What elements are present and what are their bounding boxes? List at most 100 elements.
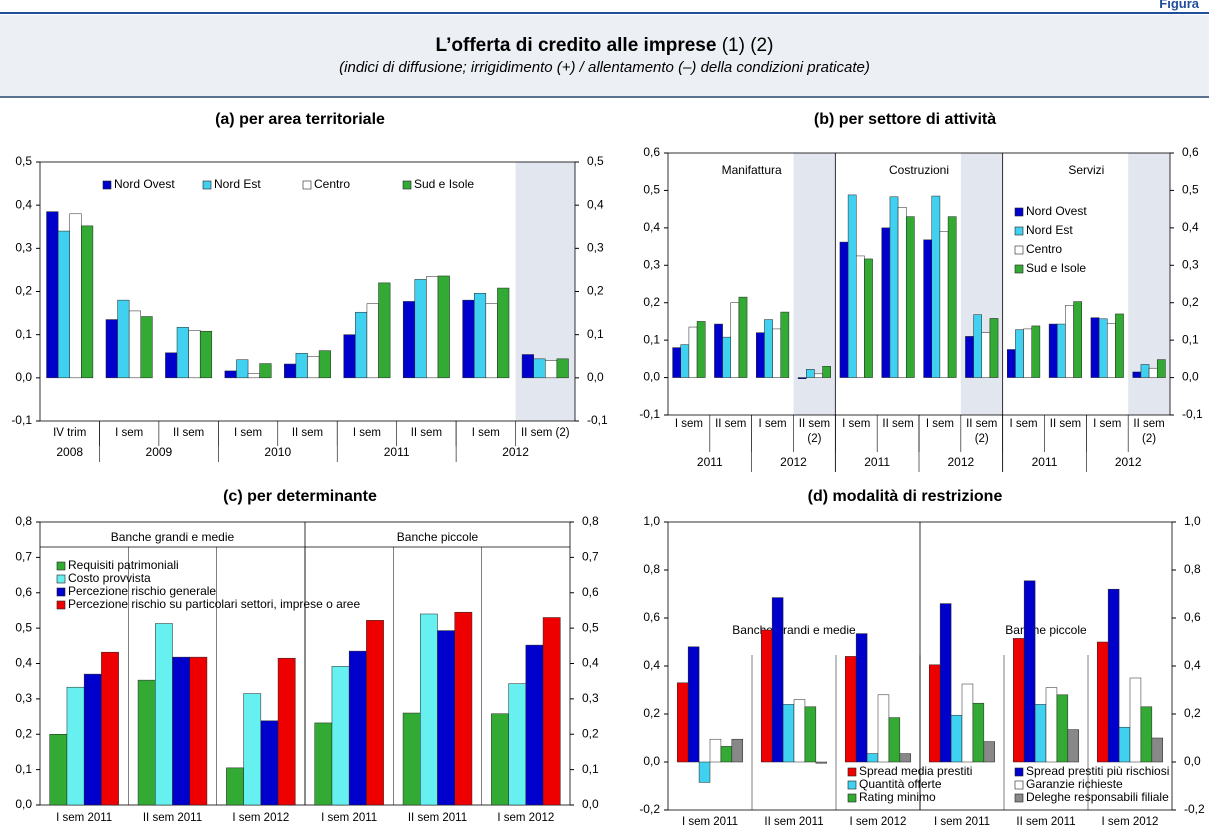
- y-tick-label: 0,4: [643, 220, 660, 234]
- bar: [533, 358, 546, 379]
- x-tick-label: I sem 2012: [1101, 816, 1159, 828]
- bar: [437, 275, 450, 379]
- legend-swatch: [202, 180, 212, 190]
- x-tick-label: I sem 2012: [497, 812, 555, 824]
- bar: [806, 369, 815, 378]
- bar: [730, 302, 740, 378]
- bar: [295, 352, 308, 379]
- bar: [881, 227, 891, 378]
- x-tick-label-box: II sem (2): [521, 427, 570, 439]
- bar: [545, 360, 558, 379]
- y-tick-label: 0,5: [15, 620, 32, 634]
- bar: [847, 194, 857, 378]
- x-tick-label: I sem 2011: [681, 816, 739, 828]
- legend-label: Requisiti patrimoniali: [68, 558, 179, 572]
- x-tick-label: I sem: [758, 418, 787, 430]
- y-tick-label: 0,8: [643, 562, 660, 576]
- bar: [81, 225, 94, 379]
- y-tick-label: 0,3: [643, 257, 660, 271]
- bar: [188, 330, 201, 379]
- legend-label: Centro: [1026, 242, 1062, 256]
- group-label: Manifattura: [722, 163, 782, 177]
- bar: [525, 644, 544, 806]
- bar: [899, 753, 912, 763]
- bar: [497, 287, 510, 379]
- y2-tick-label: 0,1: [1182, 332, 1199, 346]
- y2-tick-label: 0,2: [1182, 295, 1199, 309]
- bar: [1107, 323, 1116, 378]
- y-tick-label: 0,5: [15, 154, 32, 168]
- x-tick-label: II sem: [715, 418, 747, 430]
- bar: [355, 311, 368, 379]
- x-tick-label-box: II sem: [882, 418, 914, 430]
- bar: [485, 303, 498, 379]
- group-label: Servizi: [1068, 163, 1104, 177]
- bar: [101, 651, 119, 806]
- bar: [277, 657, 296, 806]
- x-tick-label-box: II sem: [173, 427, 204, 439]
- x-tick-label: I sem 2012: [849, 816, 907, 828]
- year-label: 2011: [697, 455, 723, 469]
- y2-tick-label: 0,2: [582, 726, 599, 740]
- figure-label: Figura: [1159, 0, 1199, 11]
- bar: [782, 704, 795, 763]
- y2-tick-label: 0,6: [1184, 610, 1201, 624]
- bar: [243, 693, 262, 806]
- bar: [855, 633, 868, 763]
- bar: [928, 664, 941, 763]
- bar: [1015, 329, 1024, 378]
- bar: [888, 717, 901, 763]
- x-tick-label-box: I sem 2012: [1101, 816, 1159, 828]
- bar: [69, 213, 82, 379]
- x-tick-label: I sem: [842, 418, 871, 430]
- bar: [1007, 349, 1016, 378]
- bar: [155, 623, 173, 806]
- bar: [1140, 706, 1153, 763]
- legend-swatch: [56, 600, 66, 610]
- year-label: 2009: [146, 445, 173, 459]
- y-tick-label: 0,8: [15, 514, 32, 528]
- panel-title: (b) per settore di attività: [814, 111, 996, 128]
- y-tick-label: 0,4: [643, 658, 660, 672]
- legend-label: Spread prestiti più rischiosi: [1026, 764, 1169, 778]
- y-tick-label: 0,6: [643, 610, 660, 624]
- year-label: 2012: [780, 455, 807, 469]
- x-tick-label: II sem: [882, 418, 914, 430]
- y2-tick-label: 0,4: [1184, 658, 1201, 672]
- bar: [864, 258, 873, 378]
- bar: [764, 319, 773, 378]
- bar: [923, 239, 933, 378]
- bar: [672, 347, 682, 378]
- bar: [1023, 580, 1036, 763]
- bar: [1048, 323, 1058, 378]
- bar: [105, 319, 118, 379]
- bar: [1034, 704, 1047, 763]
- x-tick-label-box: II sem 2011: [408, 812, 467, 824]
- x-tick-label: II sem (2): [798, 418, 831, 445]
- legend-label: Percezione rischio generale: [68, 584, 216, 598]
- bar: [1151, 737, 1164, 763]
- bar: [756, 332, 765, 378]
- x-tick-label-box: II sem (2): [798, 418, 831, 445]
- bar: [1012, 638, 1025, 763]
- x-tick-label-box: I sem 2011: [934, 816, 990, 828]
- bar: [402, 301, 416, 379]
- group-label: Banche grandi e medie: [732, 623, 856, 637]
- bar: [1073, 301, 1082, 378]
- y-tick-label: 0,6: [643, 145, 660, 159]
- year-label: 2012: [1115, 455, 1142, 469]
- bar: [1148, 367, 1158, 378]
- bar: [839, 241, 849, 378]
- bar: [128, 310, 142, 379]
- x-tick-label: I sem: [471, 427, 500, 439]
- bar: [66, 686, 85, 806]
- bar: [378, 282, 391, 379]
- bar: [709, 738, 722, 763]
- bar: [905, 216, 915, 378]
- bar: [366, 620, 384, 806]
- bar: [284, 363, 297, 379]
- x-tick-label-box: I sem 2011: [56, 812, 112, 824]
- legend-swatch: [402, 180, 412, 190]
- legend-label: Garanzie richieste: [1026, 777, 1123, 791]
